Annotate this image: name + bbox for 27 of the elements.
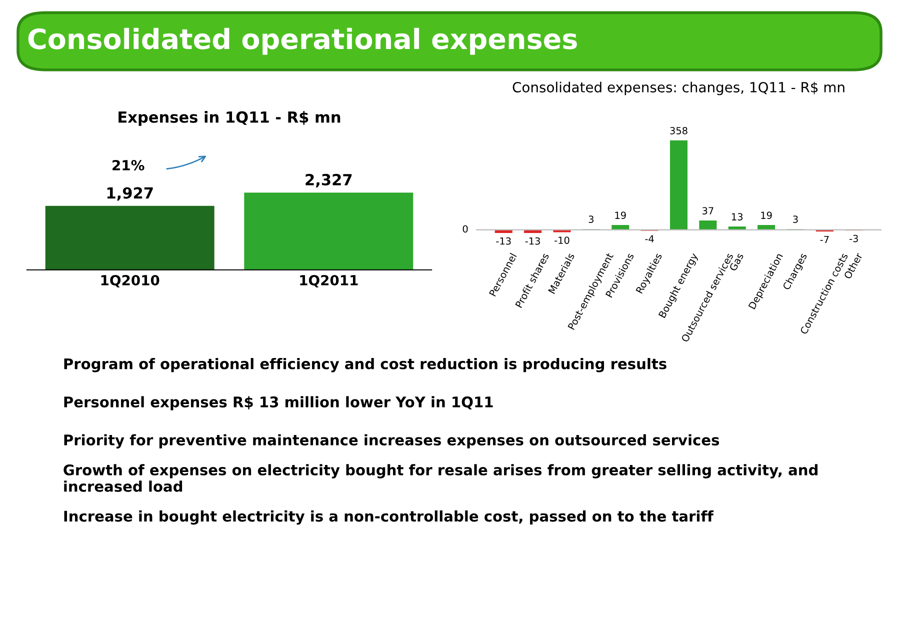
data-label: -7	[820, 236, 829, 244]
data-label: -4	[645, 235, 654, 242]
data-label: -3	[850, 234, 858, 242]
chart-title: Expenses in 1Q11 - R$ mn	[118, 111, 340, 126]
x-tick-label: 1Q2010	[101, 274, 160, 288]
data-label: 2,327	[306, 174, 352, 188]
data-label: 358	[670, 127, 688, 134]
text: Program of operational efficiency and cost reduction is producing results	[64, 358, 666, 372]
data-label: 3	[793, 216, 798, 223]
text: Personnel expenses R$ 13 million lower YoY in 1Q11	[64, 396, 493, 410]
data-label: 13	[732, 213, 743, 220]
data-label: 37	[702, 207, 714, 214]
data-label: 3	[588, 216, 594, 223]
data-label: -10	[554, 236, 570, 244]
chart-title: Consolidated expenses: changes, 1Q11 - R$ mn	[512, 82, 844, 96]
data-label: -13	[525, 237, 540, 245]
data-label: 19	[615, 212, 626, 219]
text: Priority for preventive maintenance increases expenses on outsourced services	[64, 434, 720, 448]
x-tick-label: 1Q2011	[300, 274, 358, 288]
text: Growth of expenses on electricity bought for resale arises from greater selling activity, and increased load	[64, 464, 818, 492]
text: 0	[462, 225, 468, 233]
text: Increase in bought electricity is a non-controllable cost, passed on to the tariff	[64, 510, 714, 525]
text: Consolidated operational expenses	[28, 28, 577, 55]
data-label: 1,927	[107, 187, 153, 201]
data-label: -13	[496, 237, 511, 245]
data-label: 19	[761, 212, 772, 219]
text: 21%	[112, 160, 144, 171]
